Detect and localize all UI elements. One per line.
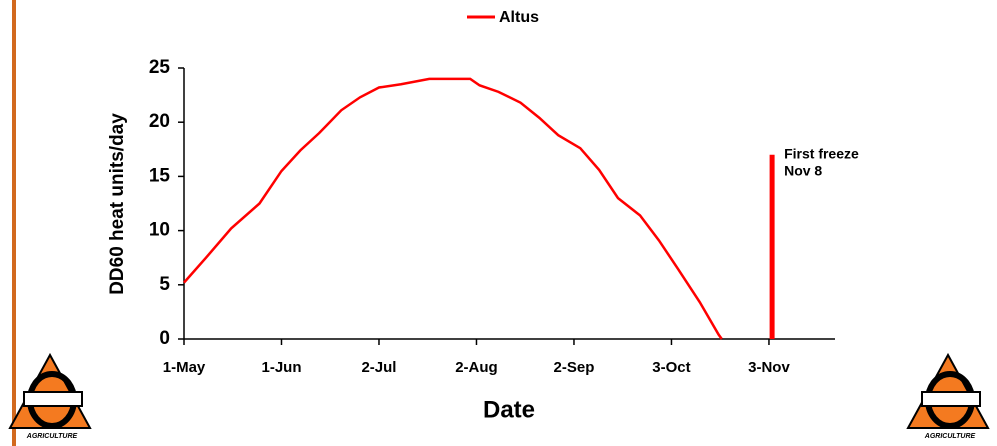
y-tick-label: 0 [159, 328, 170, 349]
y-tick-label: 15 [149, 165, 171, 186]
x-axis-title: Date [483, 396, 535, 423]
x-tick-label: 1-Jun [261, 359, 301, 376]
x-tick-label: 2-Jul [361, 359, 396, 376]
y-tick-label: 20 [149, 111, 170, 132]
side-border [12, 0, 16, 446]
logo-right: AGRICULTURE [906, 352, 990, 440]
x-tick-label: 1-May [163, 359, 206, 376]
x-tick-label: 2-Sep [554, 359, 595, 376]
x-tick-label: 2-Aug [455, 359, 498, 376]
x-tick-label: 3-Oct [652, 359, 690, 376]
freeze-annotation: First freeze [784, 146, 859, 162]
data-line [183, 77, 723, 340]
logo-left: AGRICULTURE [8, 352, 92, 440]
legend-label: Altus [499, 9, 539, 26]
logo-caption: AGRICULTURE [26, 433, 78, 440]
x-tick-label: 3-Nov [748, 359, 790, 376]
y-tick-label: 5 [159, 274, 170, 295]
logo-caption: AGRICULTURE [924, 433, 976, 440]
y-tick-label: 25 [149, 57, 171, 78]
y-tick-label: 10 [149, 220, 170, 241]
freeze-annotation: Nov 8 [784, 163, 822, 179]
y-axis-title: DD60 heat units/day [107, 113, 128, 295]
